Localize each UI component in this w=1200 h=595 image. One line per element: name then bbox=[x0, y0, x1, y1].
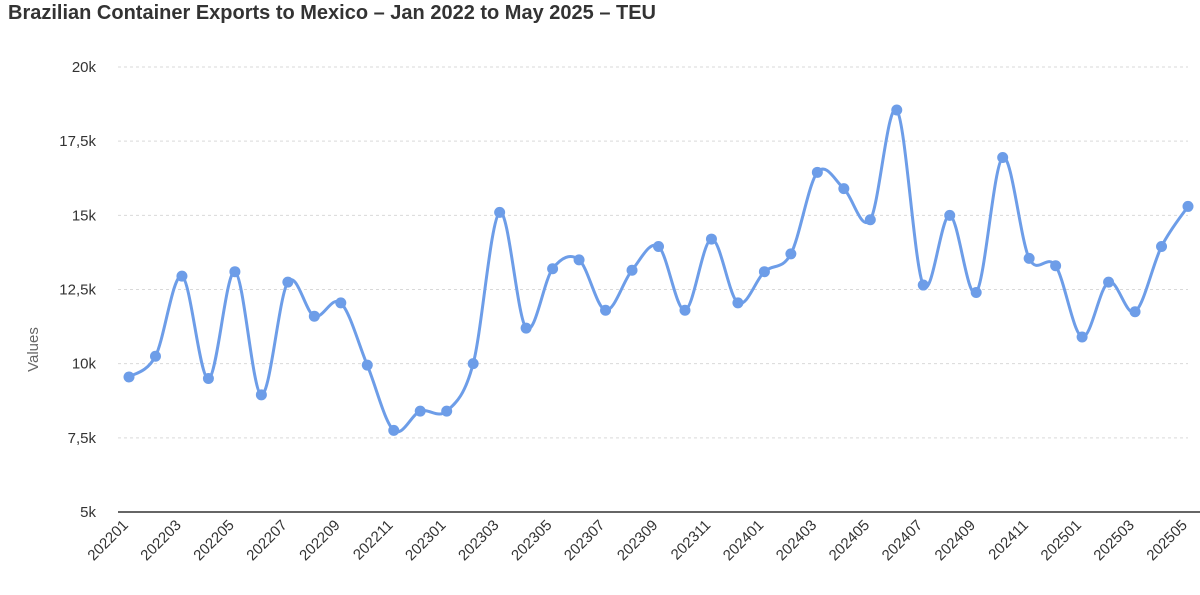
y-tick-label: 10k bbox=[72, 356, 97, 373]
data-point bbox=[467, 358, 479, 370]
data-point bbox=[547, 263, 559, 275]
data-point bbox=[705, 233, 717, 245]
data-point bbox=[388, 424, 400, 436]
series-line bbox=[127, 108, 1190, 434]
y-tick-label: 20k bbox=[72, 59, 97, 76]
data-point bbox=[891, 104, 903, 116]
data-point bbox=[917, 279, 929, 291]
x-tick-label: 202403 bbox=[773, 517, 820, 564]
x-tick-label: 202211 bbox=[350, 517, 397, 564]
data-point bbox=[811, 166, 823, 178]
data-point bbox=[1023, 252, 1035, 264]
x-tick-label: 202209 bbox=[296, 517, 343, 564]
data-point bbox=[149, 350, 161, 362]
data-point bbox=[573, 254, 585, 266]
x-tick-label: 202401 bbox=[720, 517, 767, 564]
data-point bbox=[176, 270, 188, 282]
chart-title: Brazilian Container Exports to Mexico – … bbox=[8, 2, 656, 24]
data-point bbox=[1103, 276, 1115, 288]
data-point bbox=[1156, 240, 1168, 252]
data-point bbox=[732, 297, 744, 309]
data-point bbox=[255, 389, 267, 401]
data-point bbox=[494, 206, 506, 218]
x-tick-label: 202205 bbox=[190, 517, 237, 564]
data-point bbox=[997, 151, 1009, 163]
data-point bbox=[758, 266, 770, 278]
x-tick-label: 202309 bbox=[614, 517, 661, 564]
y-tick-label: 7,5k bbox=[68, 430, 97, 447]
data-point bbox=[1076, 331, 1088, 343]
data-point bbox=[414, 405, 426, 417]
data-point bbox=[944, 209, 956, 221]
x-tick-label: 202407 bbox=[879, 517, 926, 564]
data-points bbox=[123, 104, 1194, 436]
x-tick-label: 202305 bbox=[508, 517, 555, 564]
data-point bbox=[626, 264, 638, 276]
x-tick-label: 202307 bbox=[561, 517, 608, 564]
x-tick-label: 202203 bbox=[137, 517, 184, 564]
data-point bbox=[308, 310, 320, 322]
data-point bbox=[600, 304, 612, 316]
data-point bbox=[1050, 260, 1062, 272]
y-tick-label: 15k bbox=[72, 207, 97, 224]
data-point bbox=[520, 322, 532, 334]
x-tick-label: 202505 bbox=[1143, 517, 1190, 564]
x-tick-label: 202311 bbox=[668, 517, 715, 564]
data-point bbox=[838, 183, 850, 195]
y-axis-title: Values bbox=[25, 327, 42, 372]
data-point bbox=[361, 359, 373, 371]
data-point bbox=[282, 276, 294, 288]
y-tick-label: 5k bbox=[80, 504, 96, 521]
data-point bbox=[864, 214, 876, 226]
x-tick-label: 202303 bbox=[455, 517, 502, 564]
data-point bbox=[202, 373, 214, 384]
y-tick-label: 12,5k bbox=[59, 282, 96, 299]
x-tick-label: 202207 bbox=[243, 517, 290, 564]
data-point bbox=[970, 286, 982, 298]
x-tick-label: 202201 bbox=[84, 517, 131, 564]
data-point bbox=[335, 297, 347, 309]
data-point bbox=[679, 304, 691, 316]
x-tick-label: 202405 bbox=[826, 517, 873, 564]
x-tick-label: 202501 bbox=[1038, 517, 1085, 564]
grid-lines bbox=[118, 66, 1188, 439]
x-tick-label: 202409 bbox=[932, 517, 979, 564]
data-point bbox=[441, 405, 453, 417]
x-tick-label: 202503 bbox=[1090, 517, 1137, 564]
data-point bbox=[123, 371, 135, 383]
x-tick-label: 202411 bbox=[985, 517, 1032, 564]
series-line-layer bbox=[127, 108, 1190, 434]
x-tick-label: 202301 bbox=[402, 517, 449, 564]
data-point bbox=[229, 266, 241, 278]
y-tick-label: 17,5k bbox=[59, 133, 96, 150]
data-point bbox=[1182, 200, 1194, 212]
data-point bbox=[653, 240, 664, 252]
data-point bbox=[1129, 306, 1141, 318]
data-point bbox=[785, 248, 797, 260]
